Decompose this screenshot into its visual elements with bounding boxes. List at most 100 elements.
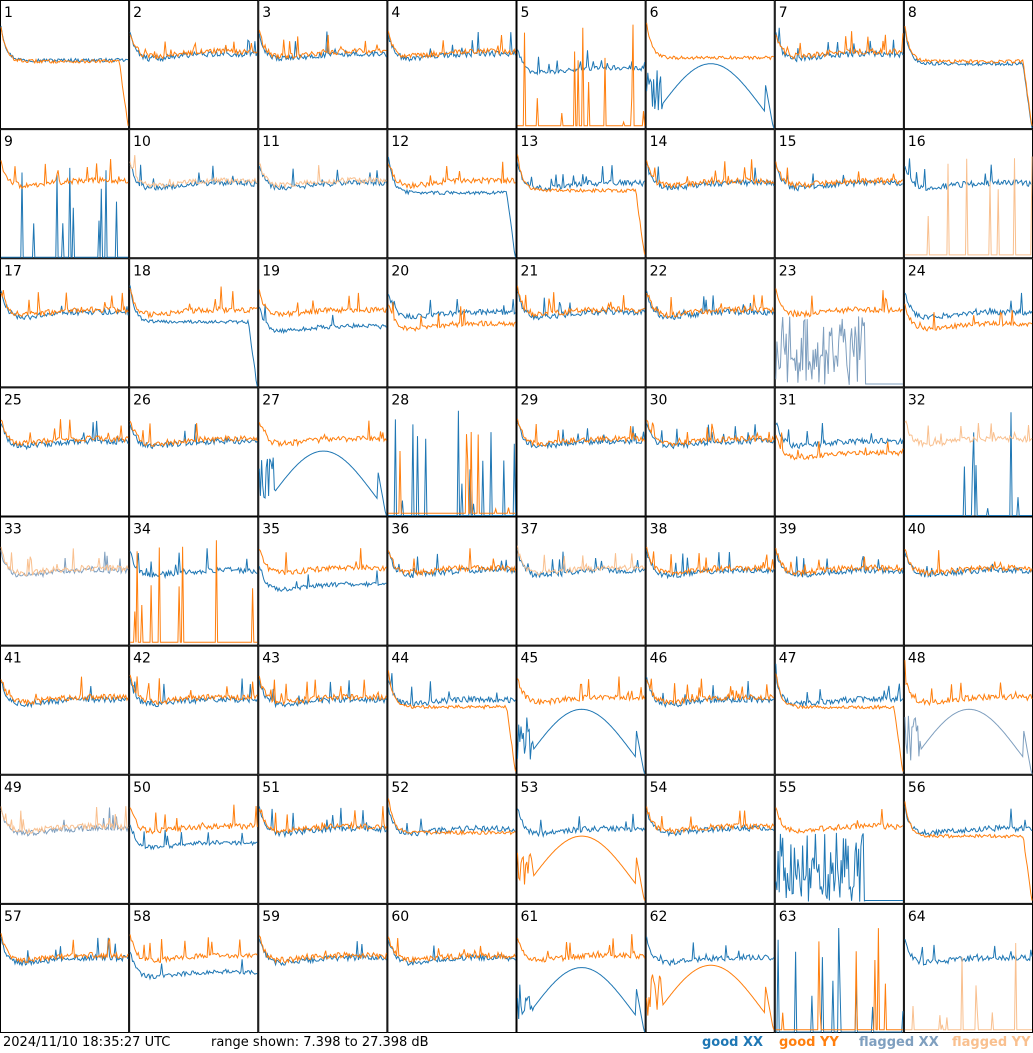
series-xx-9 [1, 167, 129, 258]
panel-label: 19 [262, 263, 280, 279]
series-xx-63 [775, 927, 904, 1033]
panel-frame [387, 0, 517, 130]
series-yy-19 [258, 289, 387, 318]
panel-frame [645, 903, 775, 1033]
panel-39: 39 [774, 516, 904, 646]
series-xx-53 [517, 808, 646, 839]
series-yy-3 [258, 29, 387, 60]
series-yy-44 [387, 670, 516, 772]
panel-34: 34 [129, 516, 259, 646]
panel-33: 33 [0, 516, 130, 646]
series-xx-30 [646, 423, 775, 450]
panel-label: 16 [908, 134, 926, 150]
panel-label: 39 [779, 522, 797, 538]
panel-17: 17 [0, 258, 130, 388]
panel-25: 25 [0, 387, 130, 517]
series-yy-7 [775, 31, 904, 60]
panel-label: 42 [133, 651, 151, 667]
panel-frame [516, 903, 646, 1033]
panel-frame [516, 258, 646, 388]
panel-frame [645, 516, 775, 646]
series-yy-17 [0, 290, 129, 318]
series-yy-10 [129, 155, 258, 189]
panel-label: 44 [391, 651, 409, 667]
series-yy-64 [904, 942, 1032, 1031]
panel-label: 37 [521, 522, 539, 538]
series-xx-44 [387, 673, 516, 708]
series-yy-40 [904, 548, 1033, 577]
panel-label: 63 [779, 909, 797, 925]
series-yy-32 [904, 420, 1033, 448]
panel-label: 28 [391, 392, 409, 408]
panel-label: 33 [4, 522, 22, 538]
panel-frame [645, 645, 775, 775]
panel-62: 62 [645, 903, 775, 1033]
series-xx-50 [129, 824, 258, 851]
series-xx-15 [775, 164, 903, 192]
panel-label: 61 [521, 909, 539, 925]
panel-5: 5 [516, 0, 646, 130]
panel-frame [129, 645, 259, 775]
panel-14: 14 [645, 129, 775, 259]
panel-label: 34 [133, 522, 151, 538]
panel-23: 23 [774, 258, 904, 388]
panel-frame [258, 774, 388, 904]
series-xx-28 [388, 410, 516, 516]
panel-label: 51 [262, 780, 280, 796]
panel-frame [129, 516, 259, 646]
panel-label: 21 [521, 263, 539, 279]
panel-22: 22 [645, 258, 775, 388]
panel-label: 8 [908, 5, 917, 21]
series-yy-4 [387, 31, 516, 60]
panel-frame [129, 0, 259, 130]
series-yy-39 [775, 548, 903, 577]
panel-label: 59 [262, 909, 280, 925]
panel-12: 12 [387, 129, 517, 259]
series-yy-2 [129, 34, 258, 60]
series-xx-49 [0, 807, 129, 837]
series-xx-27 [258, 450, 387, 516]
panel-label: 24 [908, 263, 926, 279]
panel-frame [774, 645, 904, 775]
series-xx-47 [775, 663, 904, 708]
panel-label: 30 [650, 392, 668, 408]
series-yy-58 [129, 934, 258, 964]
panel-2: 2 [129, 0, 259, 130]
panel-58: 58 [129, 903, 259, 1033]
series-xx-33 [0, 550, 129, 579]
panel-frame [774, 516, 904, 646]
panel-29: 29 [516, 387, 646, 517]
series-xx-39 [775, 551, 904, 578]
series-yy-61 [517, 934, 646, 963]
panel-label: 58 [133, 909, 151, 925]
panel-frame [0, 129, 130, 259]
panel-label: 41 [4, 651, 22, 667]
series-xx-16 [904, 158, 1033, 191]
panel-frame [0, 516, 130, 646]
panel-label: 22 [650, 263, 668, 279]
panel-61: 61 [516, 903, 646, 1033]
series-yy-6 [646, 22, 774, 61]
panel-57: 57 [0, 903, 130, 1033]
panel-label: 23 [779, 263, 797, 279]
series-yy-42 [129, 674, 258, 706]
series-xx-5 [517, 49, 646, 76]
panel-1: 1 [0, 0, 130, 130]
panel-label: 55 [779, 780, 797, 796]
series-yy-8 [904, 26, 1033, 126]
panel-24: 24 [903, 258, 1033, 388]
series-yy-13 [517, 154, 646, 255]
panel-label: 43 [262, 651, 280, 667]
series-yy-43 [258, 675, 387, 706]
timestamp: 2024/11/10 18:35:27 UTC [3, 1035, 171, 1050]
panel-frame [387, 903, 517, 1033]
series-yy-1 [0, 26, 129, 126]
series-xx-7 [775, 27, 904, 63]
panel-label: 6 [650, 5, 659, 21]
series-xx-12 [387, 156, 516, 258]
panel-3: 3 [258, 0, 388, 130]
panel-label: 4 [391, 5, 400, 21]
panel-37: 37 [516, 516, 646, 646]
series-xx-38 [646, 550, 775, 580]
panel-19: 19 [258, 258, 388, 388]
